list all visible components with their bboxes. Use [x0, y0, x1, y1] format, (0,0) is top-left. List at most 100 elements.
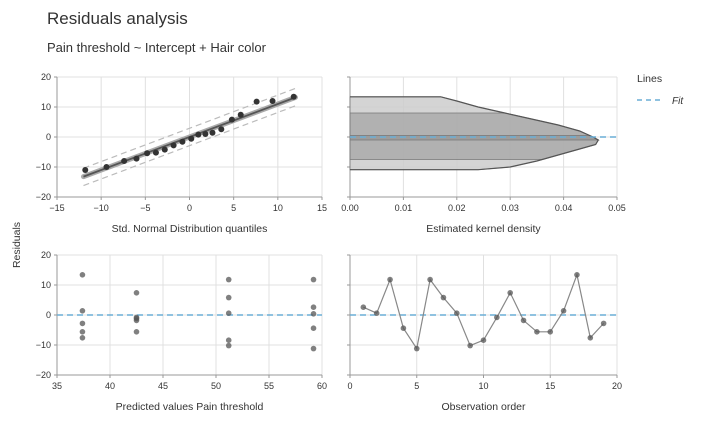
legend: Lines Fit [637, 73, 684, 107]
residual-order-point [427, 276, 433, 283]
residual-point [79, 335, 86, 341]
y-tick-label: −10 [36, 340, 51, 350]
x-axis-label: Observation order [441, 401, 526, 413]
x-tick-label: 40 [105, 381, 115, 391]
residual-order-point [480, 337, 487, 344]
residual-point [310, 345, 317, 352]
x-tick-label: 15 [545, 381, 555, 391]
residual-point [79, 308, 86, 314]
residual-order-point [600, 320, 607, 327]
qq-point [195, 131, 202, 138]
legend-fit-label: Fit [672, 96, 684, 107]
residual-order-point [454, 310, 460, 317]
residual-point [225, 294, 232, 301]
residual-point [79, 272, 86, 278]
x-tick-label: 0.05 [608, 203, 626, 213]
residual-order-point [413, 345, 420, 352]
x-axis-label: Predicted values Pain threshold [116, 401, 264, 413]
y-tick-label: −20 [36, 192, 51, 202]
qq-point [269, 98, 276, 104]
qq-point [218, 126, 225, 133]
x-tick-label: 0.02 [448, 203, 466, 213]
y-tick-label: −10 [36, 162, 51, 172]
x-tick-label: 35 [52, 381, 62, 391]
x-tick-label: 10 [478, 381, 488, 391]
x-tick-label: −15 [49, 203, 64, 213]
qq-point [152, 149, 159, 156]
qq-point [133, 155, 140, 162]
panel-3: 35 40 45 50 55 60 −20 −10 0 10 20 Predicted values … [36, 250, 327, 413]
qq-point [253, 98, 260, 105]
x-tick-label: 45 [158, 381, 168, 391]
x-tick-label: 0 [347, 381, 352, 391]
y-tick-label: 0 [46, 310, 51, 320]
residual-order-point [387, 276, 393, 283]
x-axis-label: Std. Normal Distribution quantiles [112, 223, 268, 235]
residual-point [133, 290, 140, 296]
residual-point [225, 342, 232, 349]
qq-point [179, 138, 186, 145]
residual-point [79, 329, 86, 335]
residual-point [133, 329, 140, 335]
residual-order-point [400, 325, 407, 332]
x-tick-label: −5 [140, 203, 150, 213]
qq-point [209, 129, 216, 136]
chart-title: Residuals analysis [47, 9, 188, 28]
x-tick-label: 20 [612, 381, 622, 391]
residual-point [310, 311, 317, 317]
residual-point [225, 337, 232, 344]
residual-order-point [373, 310, 380, 317]
residual-point [225, 310, 232, 317]
shared-ylabel: Residuals [11, 222, 23, 268]
residual-point [133, 317, 140, 324]
residual-order-point [560, 308, 567, 314]
qq-point [103, 164, 110, 170]
x-tick-label: 5 [231, 203, 236, 213]
residual-point [310, 325, 317, 332]
panel-2: 0.00 0.01 0.02 0.03 0.04 0.05 Estimated kernel… [341, 76, 626, 235]
residual-order-point [360, 304, 367, 311]
x-tick-label: 10 [273, 203, 283, 213]
chart-subtitle: Pain threshold ~ Intercept + Hair color [47, 40, 266, 55]
qq-point [144, 150, 151, 157]
residual-order-point [520, 317, 527, 324]
residual-point [225, 276, 232, 283]
x-tick-label: 55 [264, 381, 274, 391]
residual-order-point [507, 290, 513, 296]
kde-quantile-band [349, 135, 600, 141]
y-tick-label: 20 [41, 250, 51, 260]
residual-point [310, 276, 317, 283]
x-tick-label: 15 [317, 203, 327, 213]
residual-order-point [587, 335, 594, 341]
residual-order-point [534, 329, 540, 335]
residual-point [79, 320, 86, 327]
residual-order-point [440, 294, 447, 301]
y-tick-label: 0 [46, 132, 51, 142]
qq-point [170, 142, 177, 149]
y-tick-label: 20 [41, 72, 51, 82]
qq-point [161, 146, 168, 153]
qq-point [202, 131, 209, 137]
qq-point [290, 93, 297, 100]
x-tick-label: 0.00 [341, 203, 359, 213]
x-tick-label: 0.04 [555, 203, 573, 213]
y-tick-label: 10 [41, 280, 51, 290]
qq-point [237, 111, 244, 118]
confidence-band-upper [83, 87, 296, 169]
x-tick-label: 0.01 [395, 203, 413, 213]
residual-order-point [574, 272, 580, 278]
qq-point [188, 135, 195, 142]
x-tick-label: 0 [187, 203, 192, 213]
x-tick-label: −10 [94, 203, 109, 213]
x-axis-label: Estimated kernel density [426, 223, 541, 235]
confidence-band-lower [83, 105, 296, 187]
residual-order-point [467, 342, 473, 349]
residual-point [310, 304, 317, 311]
qq-point [82, 167, 89, 173]
x-tick-label: 60 [317, 381, 327, 391]
qq-point [228, 116, 235, 123]
qq-point [121, 158, 128, 164]
panel-1: −15 −10 −5 0 5 10 15 −20 −10 0 10 20 Std. Normal Dis… [36, 72, 327, 235]
x-tick-label: 5 [414, 381, 419, 391]
